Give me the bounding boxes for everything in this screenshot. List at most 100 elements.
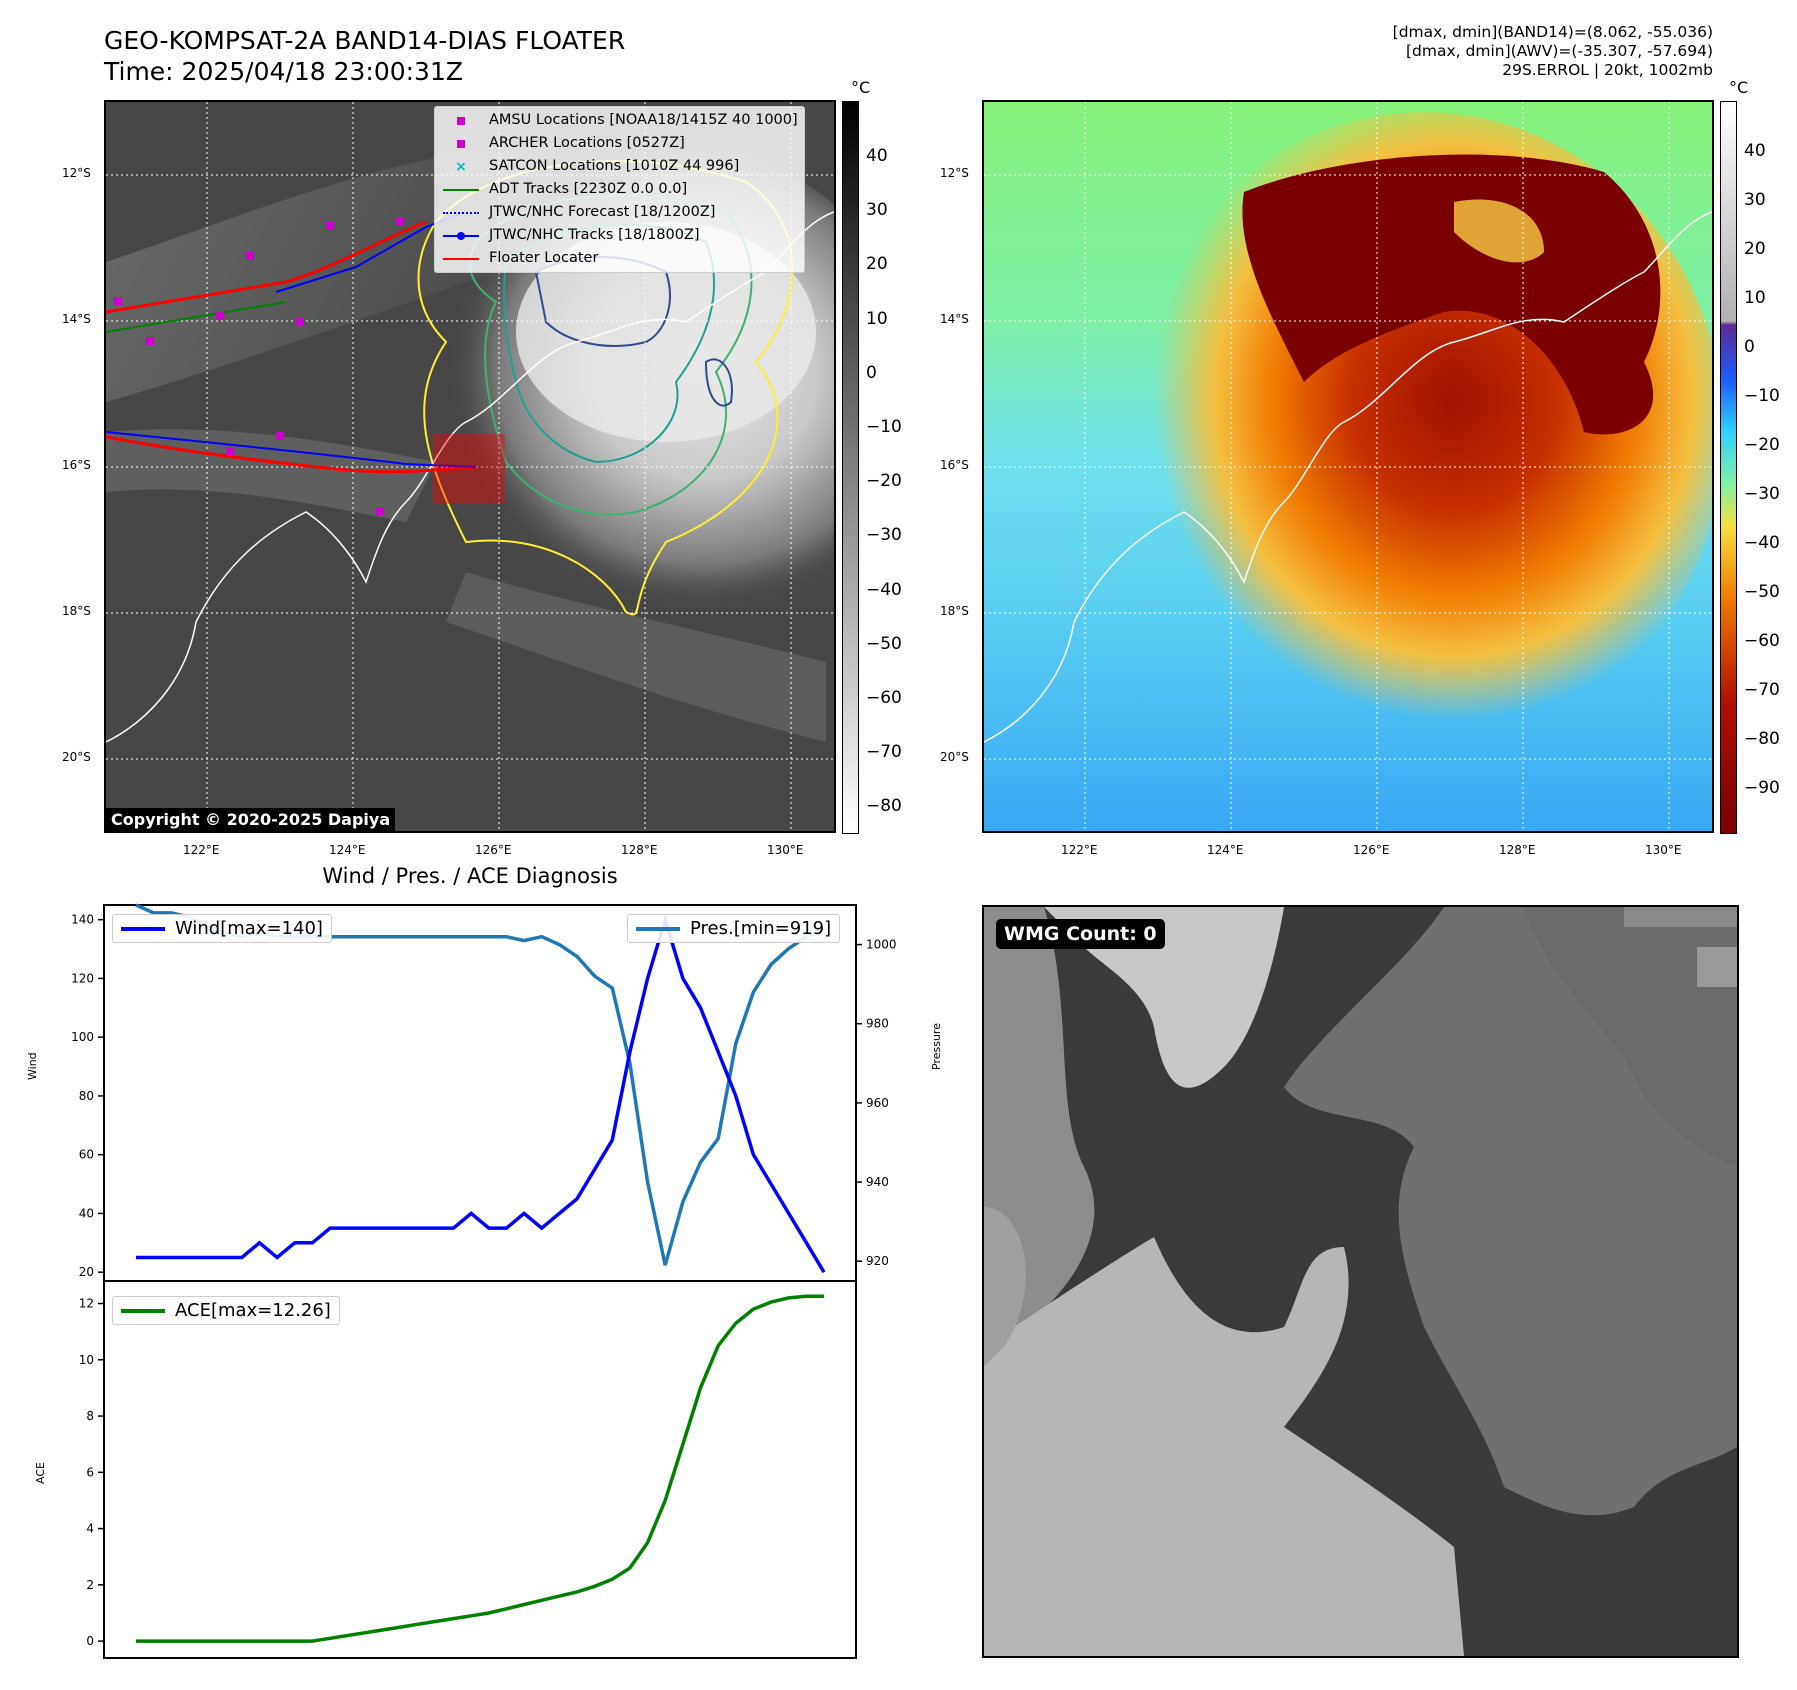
lon-label: 128°E bbox=[1499, 843, 1536, 857]
wmg-panel: WMG Count: 0 bbox=[982, 905, 1739, 1658]
lon-label: 124°E bbox=[329, 843, 366, 857]
info-block: [dmax, dmin](BAND14)=(8.062, -55.036) [d… bbox=[1013, 23, 1713, 80]
colorbar-tick-label: 0 bbox=[866, 362, 877, 383]
wind-pres-frame bbox=[103, 904, 857, 1282]
legend-label: JTWC/NHC Tracks [18/1800Z] bbox=[489, 227, 700, 243]
lat-label: 18°S bbox=[940, 604, 969, 618]
lat-label: 12°S bbox=[62, 166, 91, 180]
tick-label: 60 bbox=[79, 1148, 94, 1162]
legend-item-adt: ADT Tracks [2230Z 0.0 0.0] bbox=[441, 178, 798, 201]
info-line-2: [dmax, dmin](AWV)=(-35.307, -57.694) bbox=[1406, 42, 1713, 60]
ace-series-line bbox=[136, 1294, 824, 1643]
square-marker-icon bbox=[441, 111, 481, 131]
legend-item-floater: Floater Locater bbox=[441, 247, 798, 270]
tick-label: 2 bbox=[86, 1578, 94, 1592]
colorbar-tick-label: 10 bbox=[866, 308, 888, 329]
colorbar-tick-label: 10 bbox=[1744, 288, 1766, 308]
colorbar-tick-label: −70 bbox=[1744, 680, 1780, 700]
legend-item-amsu: AMSU Locations [NOAA18/1415Z 40 1000] bbox=[441, 109, 798, 132]
tick-label: 6 bbox=[86, 1465, 94, 1479]
lat-label: 18°S bbox=[62, 604, 91, 618]
legend-item-archer: ARCHER Locations [0527Z] bbox=[441, 132, 798, 155]
tick-label: 4 bbox=[86, 1522, 94, 1536]
ace-legend-line-icon bbox=[121, 1308, 165, 1313]
legend-label: ARCHER Locations [0527Z] bbox=[489, 135, 685, 151]
gray-colorbar bbox=[842, 101, 859, 834]
legend-label: Floater Locater bbox=[489, 250, 599, 266]
wind-tick-group: 20 40 60 80 100 120 140 bbox=[71, 913, 104, 1279]
tick-label: 8 bbox=[86, 1409, 94, 1423]
lat-label: 16°S bbox=[940, 458, 969, 472]
ace-legend-label: ACE[max=12.26] bbox=[175, 1300, 331, 1321]
colorbar-tick-label: −20 bbox=[866, 471, 902, 492]
wmg-count-badge: WMG Count: 0 bbox=[996, 919, 1165, 949]
lon-label: 122°E bbox=[183, 843, 220, 857]
lon-label: 130°E bbox=[767, 843, 804, 857]
tick-label: 960 bbox=[866, 1096, 889, 1110]
tick-label: 1000 bbox=[866, 938, 897, 952]
wind-series-line bbox=[136, 913, 826, 1274]
colorbar-tick-label: −50 bbox=[866, 633, 902, 654]
diagnosis-title: Wind / Pres. / ACE Diagnosis bbox=[322, 864, 618, 888]
lat-label: 20°S bbox=[62, 750, 91, 764]
ir-color-map bbox=[982, 100, 1714, 833]
colorbar-tick-label: −60 bbox=[866, 688, 902, 708]
colorbar-tick-label: −60 bbox=[1744, 631, 1780, 651]
ace-frame bbox=[103, 1280, 857, 1659]
lat-label: 12°S bbox=[940, 166, 969, 180]
title-line-1: GEO-KOMPSAT-2A BAND14-DIAS FLOATER bbox=[104, 26, 626, 55]
info-line-3: 29S.ERROL | 20kt, 1002mb bbox=[1502, 61, 1713, 79]
line-icon bbox=[441, 249, 481, 269]
tick-label: 140 bbox=[71, 913, 94, 927]
tick-label: 920 bbox=[866, 1254, 889, 1268]
lon-label: 128°E bbox=[621, 843, 658, 857]
pressure-legend: Pres.[min=919] bbox=[627, 914, 841, 943]
colorbar-tick-label: −70 bbox=[866, 742, 902, 763]
colorbar-tick-label: 20 bbox=[866, 254, 888, 275]
color-colorbar bbox=[1720, 101, 1737, 834]
legend-item-jtwc-tracks: JTWC/NHC Tracks [18/1800Z] bbox=[441, 224, 798, 247]
colorbar-tick-label: −10 bbox=[866, 417, 902, 437]
dotted-line-icon bbox=[441, 203, 481, 223]
colorbar-tick-label: −50 bbox=[1744, 582, 1780, 602]
x-marker-icon: × bbox=[455, 158, 467, 175]
tick-label: 20 bbox=[79, 1265, 94, 1279]
wind-legend-label: Wind[max=140] bbox=[175, 918, 323, 939]
legend-label: JTWC/NHC Forecast [18/1200Z] bbox=[489, 204, 716, 220]
lon-label: 126°E bbox=[1353, 843, 1390, 857]
legend-item-jtwc-forecast: JTWC/NHC Forecast [18/1200Z] bbox=[441, 201, 798, 224]
legend-label: SATCON Locations [1010Z 44 996] bbox=[489, 158, 740, 174]
colorbar-tick-label: −90 bbox=[1744, 778, 1780, 798]
legend-label: ADT Tracks [2230Z 0.0 0.0] bbox=[489, 181, 688, 197]
ir-color-svg bbox=[984, 102, 1712, 831]
pressure-legend-label: Pres.[min=919] bbox=[690, 918, 832, 939]
colorbar-tick-label: 40 bbox=[866, 146, 888, 166]
legend-item-satcon: × SATCON Locations [1010Z 44 996] bbox=[441, 155, 798, 178]
colorbar-tick-label: 20 bbox=[1744, 239, 1766, 259]
lat-label: 14°S bbox=[62, 312, 91, 326]
colorbar-tick-label: −20 bbox=[1744, 435, 1780, 455]
copyright-label: Copyright © 2020-2025 Dapiya bbox=[106, 808, 396, 831]
tick-label: 40 bbox=[79, 1206, 94, 1220]
wind-legend-line-icon bbox=[121, 926, 165, 931]
tick-label: 80 bbox=[79, 1089, 94, 1103]
colorbar-tick-label: 0 bbox=[1744, 337, 1755, 357]
lon-label: 126°E bbox=[475, 843, 512, 857]
info-line-1: [dmax, dmin](BAND14)=(8.062, -55.036) bbox=[1392, 23, 1713, 41]
colorbar-tick-label: −30 bbox=[866, 525, 902, 546]
ace-legend: ACE[max=12.26] bbox=[112, 1296, 340, 1325]
colorbar-tick-label: −80 bbox=[1744, 729, 1780, 749]
lon-label: 124°E bbox=[1207, 843, 1244, 857]
map-legend: AMSU Locations [NOAA18/1415Z 40 1000] AR… bbox=[434, 106, 805, 273]
colorbar-tick-label: −80 bbox=[866, 796, 902, 817]
ir-grayscale-map: AMSU Locations [NOAA18/1415Z 40 1000] AR… bbox=[104, 100, 836, 833]
color-colorbar-unit: °C bbox=[1729, 78, 1749, 97]
tick-label: 12 bbox=[79, 1297, 94, 1311]
diagnosis-chart: 20 40 60 80 100 120 140 920 940 960 980 1000 0 2 4 6 8… bbox=[71, 903, 897, 1659]
wind-legend: Wind[max=140] bbox=[112, 914, 332, 943]
title-line-2: Time: 2025/04/18 23:00:31Z bbox=[104, 57, 463, 86]
tick-label: 980 bbox=[866, 1017, 889, 1031]
colorbar-tick-label: −10 bbox=[1744, 386, 1780, 406]
gray-colorbar-unit: °C bbox=[851, 78, 871, 97]
colorbar-tick-label: −40 bbox=[866, 579, 902, 600]
